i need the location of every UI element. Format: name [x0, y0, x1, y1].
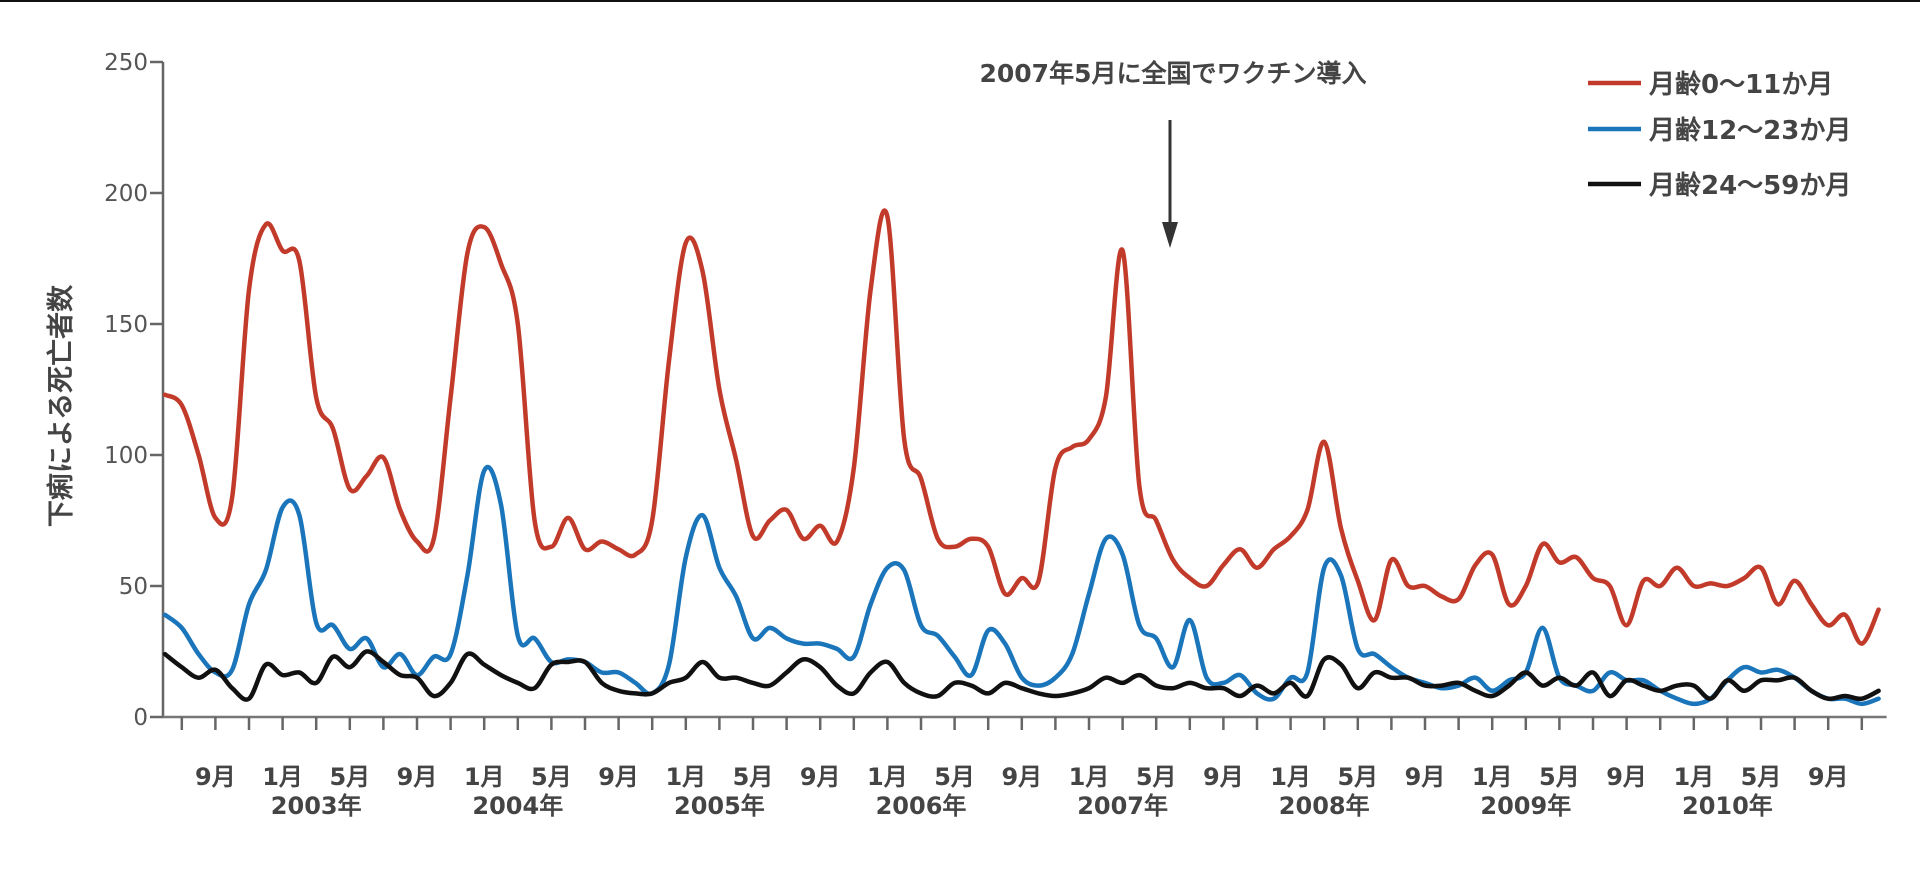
- x-month-label: 9月: [1606, 763, 1647, 791]
- x-month-label: 5月: [1337, 763, 1378, 791]
- x-month-label: 5月: [733, 763, 774, 791]
- y-tick-label: 150: [104, 312, 148, 338]
- y-axis-title: 下痢による死亡者数: [45, 284, 77, 527]
- x-month-label: 9月: [598, 763, 639, 791]
- y-tick-label: 50: [119, 574, 148, 600]
- x-year-label: 2007年: [1077, 792, 1168, 820]
- x-month-label: 9月: [800, 763, 841, 791]
- x-month-label: 5月: [1539, 763, 1580, 791]
- annotation-arrow-head-icon: [1162, 222, 1178, 248]
- x-month-label: 1月: [1270, 763, 1311, 791]
- legend-item: 月齢12〜23か月: [1588, 115, 1851, 146]
- x-month-label: 9月: [1203, 763, 1244, 791]
- legend-item: 月齢0〜11か月: [1588, 69, 1833, 100]
- y-tick-label: 250: [104, 50, 148, 76]
- y-tick-label: 100: [104, 443, 148, 469]
- x-year-label: 2010年: [1682, 792, 1773, 820]
- x-year-label: 2004年: [472, 792, 563, 820]
- series-24-59-months-line: [162, 649, 1881, 702]
- x-year-label: 2005年: [674, 792, 765, 820]
- x-month-label: 1月: [1069, 763, 1110, 791]
- x-year-label: 2003年: [271, 792, 362, 820]
- x-year-label: 2008年: [1279, 792, 1370, 820]
- series-12-23-months-line: [162, 464, 1881, 707]
- series-lines: [162, 208, 1881, 707]
- legend-item: 月齢24〜59か月: [1588, 170, 1851, 201]
- x-month-label: 1月: [262, 763, 303, 791]
- legend-label: 月齢0〜11か月: [1648, 69, 1833, 100]
- series-0-11-months-line: [162, 208, 1881, 646]
- x-month-label: 5月: [1741, 763, 1782, 791]
- x-month-label: 5月: [1136, 763, 1177, 791]
- annotation: 2007年5月に全国でワクチン導入: [980, 59, 1367, 248]
- y-tick-label: 200: [104, 181, 148, 207]
- x-year-label: 2009年: [1480, 792, 1571, 820]
- x-month-label: 1月: [867, 763, 908, 791]
- x-year-label: 2006年: [876, 792, 967, 820]
- x-month-label: 9月: [1001, 763, 1042, 791]
- x-month-label: 9月: [1808, 763, 1849, 791]
- x-month-label: 9月: [397, 763, 438, 791]
- x-month-label: 1月: [1673, 763, 1714, 791]
- x-month-label: 1月: [1472, 763, 1513, 791]
- legend-label: 月齢12〜23か月: [1648, 115, 1851, 146]
- x-month-label: 5月: [934, 763, 975, 791]
- x-month-label: 1月: [464, 763, 505, 791]
- x-month-label: 1月: [665, 763, 706, 791]
- x-month-label: 5月: [329, 763, 370, 791]
- y-tick-label: 0: [133, 705, 148, 731]
- axes: 0 50 100 150 200 250 9月 1月 5月 9月 1月 5月 9月 1月 5月 9月 1月 5月 9…: [104, 50, 1887, 820]
- annotation-text: 2007年5月に全国でワクチン導入: [980, 59, 1367, 88]
- x-month-label: 9月: [195, 763, 236, 791]
- x-month-label: 5月: [531, 763, 572, 791]
- x-month-label: 9月: [1405, 763, 1446, 791]
- legend-label: 月齢24〜59か月: [1648, 170, 1851, 201]
